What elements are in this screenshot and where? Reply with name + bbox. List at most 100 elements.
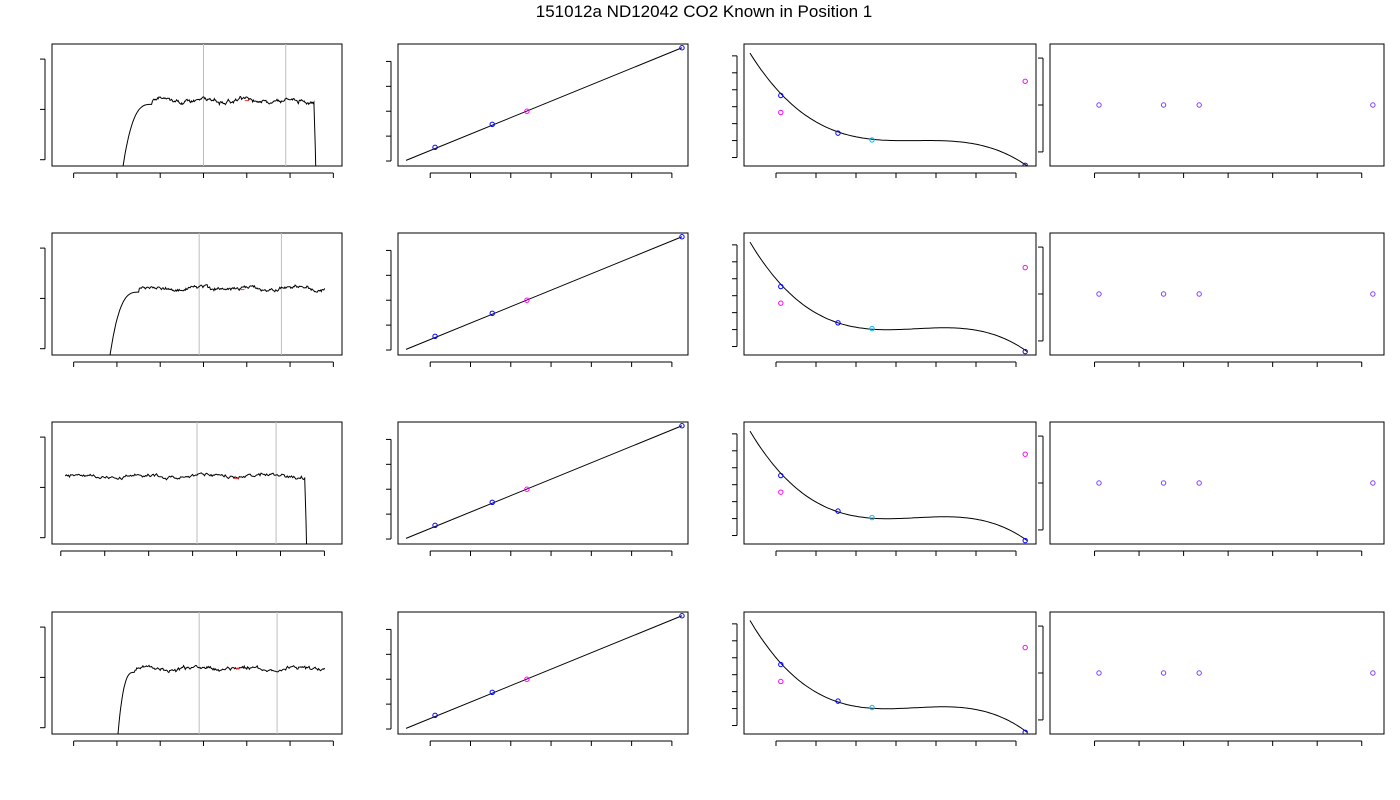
plot-data: [1096, 291, 1376, 297]
data-point: [869, 137, 875, 143]
plot-data: [405, 234, 685, 350]
data-point: [524, 108, 530, 114]
data-point: [1196, 670, 1202, 676]
fit-curve: [749, 430, 1028, 542]
panel-r4-lin: [732, 611, 1037, 746]
panel-r1-lin: [732, 43, 1037, 178]
data-point: [1022, 537, 1028, 544]
data-point: [778, 109, 784, 116]
data-point: [679, 234, 685, 240]
panel-r1-fit: [386, 43, 689, 178]
plot-frame: [397, 232, 689, 356]
data-point: [1096, 480, 1102, 486]
panel-r3-res: [1038, 421, 1385, 556]
panel-r1-res: [1038, 43, 1385, 178]
data-point: [1022, 78, 1028, 84]
panel-r4-res: [1038, 611, 1385, 746]
data-point: [489, 121, 495, 127]
panel-r3-fit: [386, 421, 689, 556]
data-point: [835, 508, 841, 514]
time-series-line: [64, 472, 308, 544]
data-point: [1096, 291, 1102, 297]
figure-title: 151012a ND12042 CO2 Known in Position 1: [536, 2, 872, 21]
data-point: [835, 130, 841, 136]
panel-r4-fit: [386, 611, 689, 746]
time-series-line: [117, 664, 326, 734]
plot-frame: [51, 43, 343, 167]
data-point: [778, 283, 784, 290]
data-point: [1370, 102, 1376, 108]
plot-data: [117, 612, 326, 734]
data-point: [778, 472, 784, 479]
data-point: [489, 310, 495, 316]
data-point: [432, 144, 438, 151]
data-point: [778, 678, 784, 685]
plot-data: [64, 422, 308, 544]
panel-r2-ts: [40, 232, 343, 367]
fit-line: [405, 236, 683, 350]
plot-frame: [397, 421, 689, 545]
plot-data: [405, 45, 685, 161]
fit-curve: [749, 52, 1028, 166]
data-point: [869, 514, 875, 521]
fit-line: [405, 615, 683, 729]
data-point: [1096, 102, 1102, 108]
plot-frame: [743, 43, 1037, 167]
plot-data: [405, 613, 685, 729]
data-point: [1022, 348, 1028, 355]
data-point: [679, 613, 685, 619]
plot-data: [749, 620, 1028, 734]
data-point: [1022, 162, 1028, 166]
plot-data: [1096, 480, 1376, 486]
data-point: [432, 522, 438, 529]
data-point: [679, 423, 685, 429]
panel-r3-lin: [732, 421, 1037, 556]
plot-data: [109, 233, 326, 355]
data-point: [835, 698, 841, 704]
panel-r2-fit: [386, 232, 689, 367]
data-point: [524, 676, 530, 682]
plot-data: [122, 44, 317, 166]
data-point: [778, 300, 784, 306]
fit-line: [405, 425, 683, 539]
plot-frame: [397, 43, 689, 167]
data-point: [869, 325, 875, 332]
data-point: [679, 45, 685, 51]
panel-r2-lin: [732, 232, 1037, 367]
data-point: [432, 333, 438, 340]
data-point: [1160, 670, 1167, 676]
time-series-line: [122, 95, 317, 166]
data-point: [1022, 729, 1028, 734]
plot-frame: [743, 421, 1037, 545]
data-point: [1022, 451, 1028, 457]
fit-line: [405, 47, 683, 161]
panel-r1-ts: [40, 43, 343, 178]
data-point: [1160, 480, 1167, 486]
plot-frame: [743, 611, 1037, 735]
data-point: [524, 297, 530, 303]
data-point: [835, 320, 841, 326]
data-point: [1196, 480, 1202, 486]
data-point: [1160, 291, 1167, 297]
panel-r4-ts: [40, 611, 343, 746]
plot-frame: [743, 232, 1037, 356]
data-point: [432, 712, 438, 719]
fit-curve: [749, 620, 1028, 733]
data-point: [778, 92, 784, 99]
data-point: [489, 689, 495, 695]
data-point: [1370, 291, 1376, 297]
plot-frame: [51, 611, 343, 735]
plot-data: [405, 423, 685, 539]
plot-data: [1096, 102, 1376, 108]
data-point: [1096, 670, 1102, 676]
data-point: [869, 704, 875, 711]
plot-frame: [1049, 43, 1385, 167]
plot-frame: [1049, 232, 1385, 356]
panel-r2-res: [1038, 232, 1385, 367]
panel-r3-ts: [40, 421, 343, 556]
data-point: [778, 661, 784, 668]
plot-frame: [397, 611, 689, 735]
data-point: [1370, 480, 1376, 486]
time-series-line: [109, 284, 326, 355]
